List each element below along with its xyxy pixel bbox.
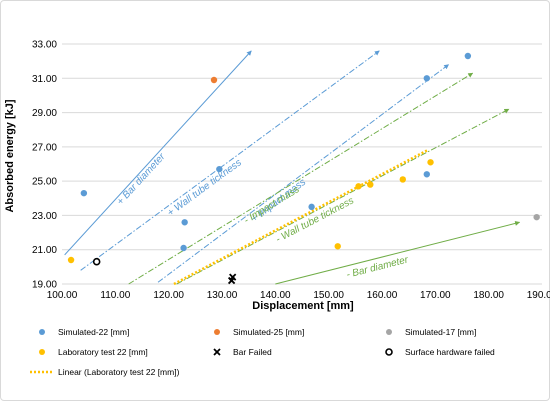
x-tick-label: 110.00: [100, 290, 130, 301]
data-point: [423, 75, 430, 82]
x-tick-label: 170.00: [420, 290, 451, 301]
y-tick-label: 33.00: [32, 40, 57, 51]
trend-arrow: [128, 72, 474, 285]
x-tick-label: 130.00: [207, 290, 238, 301]
trend-arrow: [64, 50, 252, 256]
trend-arrows: [64, 50, 521, 285]
legend-entry: Bar Failed: [213, 347, 272, 357]
y-tick-label: 19.00: [32, 280, 57, 291]
data-point: [67, 256, 75, 264]
data-point: [367, 181, 374, 188]
y-tick-label: 25.00: [32, 177, 57, 188]
legend-label: Bar Failed: [233, 347, 272, 357]
y-tick-label: 31.00: [32, 74, 57, 85]
legend-entry: Laboratory test 22 [mm]: [39, 347, 148, 357]
x-tick-label: 140.00: [260, 290, 291, 301]
data-point: [533, 213, 540, 221]
data-point: [227, 276, 236, 285]
data-point: [92, 257, 101, 266]
data-point: [180, 244, 187, 252]
data-point: [355, 183, 362, 190]
x-axis-ticks: 100.00 110.00 120.00 130.00 140.00 150.00 160.…: [47, 290, 550, 301]
legend-label: Surface hardware failed: [405, 347, 495, 357]
x-axis-title: Displacement [mm]: [252, 300, 354, 312]
data-point: [423, 171, 430, 178]
trend-arrow: [80, 50, 380, 271]
y-tick-label: 23.00: [32, 211, 57, 222]
trend-arrow: [275, 220, 521, 285]
x-tick-label: 150.00: [313, 290, 344, 301]
y-tick-label: 27.00: [32, 142, 57, 153]
data-points: [67, 52, 540, 285]
x-tick-label: 100.00: [47, 290, 78, 301]
data-point: [427, 159, 434, 166]
y-tick-label: 29.00: [32, 108, 57, 119]
legend-label: Linear (Laboratory test 22 [mm]): [58, 367, 180, 377]
legend-entry: Simulated-22 [mm]: [39, 327, 129, 337]
legend-label: Laboratory test 22 [mm]: [58, 347, 148, 357]
gridlines: [62, 43, 542, 285]
annotation-label: + Bar diameter: [115, 151, 168, 208]
legend-label: Simulated-17 [mm]: [405, 327, 476, 337]
y-axis-ticks: 19.00 21.00 23.00 25.00 27.00 29.00 31.00 33.00: [32, 40, 57, 291]
data-point: [399, 176, 406, 183]
legend-entry: Surface hardware failed: [385, 347, 495, 357]
x-tick-label: 190.00: [527, 290, 550, 301]
legend: Simulated-22 [mm] Simulated-25 [mm] Simula…: [30, 327, 495, 377]
legend-entry: Simulated-25 [mm]: [214, 327, 304, 337]
y-tick-label: 21.00: [32, 245, 57, 256]
data-point: [181, 219, 188, 226]
legend-entry: Simulated-17 [mm]: [386, 327, 476, 337]
x-tick-label: 180.00: [473, 290, 504, 301]
trend-arrow: [157, 64, 450, 283]
annotation-label: - Impact mass: [242, 184, 301, 226]
legend-label: Simulated-25 [mm]: [233, 327, 304, 337]
data-point: [464, 52, 472, 60]
y-axis-title: Absorbed energy [kJ]: [4, 99, 16, 212]
data-point: [216, 165, 223, 173]
annotation-label: - Wall tube tickness: [274, 195, 356, 245]
data-point: [80, 189, 88, 197]
data-point: [210, 76, 218, 84]
legend-entry: Linear (Laboratory test 22 [mm]): [30, 367, 180, 377]
annotation-label: + Wall tube tickness: [166, 157, 244, 219]
data-point: [334, 243, 341, 250]
trend-arrow: [176, 108, 510, 285]
legend-label: Simulated-22 [mm]: [58, 327, 129, 337]
data-point: [308, 203, 315, 211]
x-tick-label: 120.00: [153, 290, 184, 301]
x-tick-label: 160.00: [367, 290, 398, 301]
